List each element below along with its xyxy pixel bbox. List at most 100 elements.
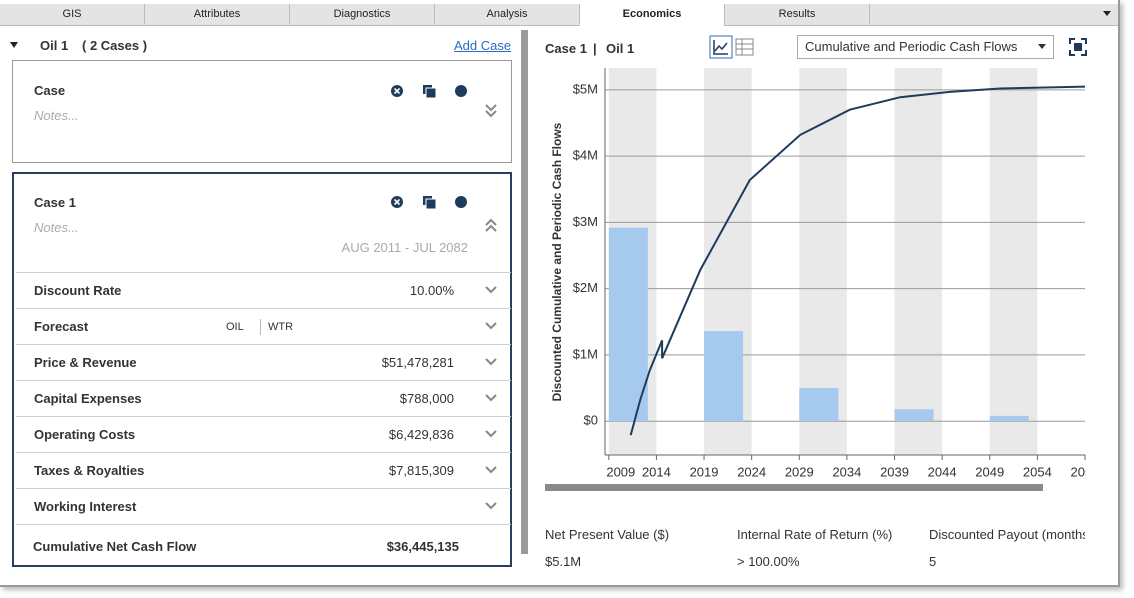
add-case-link[interactable]: Add Case bbox=[454, 38, 512, 53]
horizontal-scrollbar[interactable] bbox=[545, 484, 1043, 491]
row-value: $6,429,836 bbox=[388, 427, 454, 442]
x-tick-label: 2034 bbox=[832, 464, 861, 479]
y-axis-title: Discounted Cumulative and Periodic Cash … bbox=[550, 122, 564, 401]
x-tick-label: 2044 bbox=[928, 464, 957, 479]
chevron-shape bbox=[485, 430, 497, 438]
row-chevron[interactable] bbox=[484, 429, 498, 439]
y-tick-label: $2M bbox=[573, 280, 598, 295]
delete-icon[interactable] bbox=[391, 85, 403, 97]
table-view-button[interactable] bbox=[735, 38, 754, 56]
chart-view-button[interactable] bbox=[709, 35, 733, 59]
dropdown-arrow bbox=[1038, 44, 1046, 49]
y-tick-label: $3M bbox=[573, 214, 598, 229]
row-chevron[interactable] bbox=[484, 357, 498, 367]
cumulative-line bbox=[629, 85, 1086, 436]
case-notes[interactable]: Notes... bbox=[34, 108, 79, 123]
tab-bar: GIS Attributes Diagnostics Analysis Econ… bbox=[0, 4, 1118, 26]
chart: Discounted Cumulative and Periodic Cash … bbox=[550, 68, 1100, 479]
summary-label: Discounted Payout (months) bbox=[929, 527, 1085, 542]
summary: Net Present Value ($) $5.1M Internal Rate … bbox=[545, 525, 1085, 575]
chart-separator: | bbox=[593, 41, 597, 56]
collapse-arrow[interactable] bbox=[9, 41, 19, 49]
row-label: Capital Expenses bbox=[34, 391, 142, 406]
y-tick-label: $0 bbox=[584, 413, 598, 428]
x-tick-label: 2009 bbox=[606, 464, 635, 479]
case-row: Taxes & Royalties $7,815,309 bbox=[16, 452, 511, 489]
x-tick-label: 2039 bbox=[880, 464, 909, 479]
copy-icon[interactable] bbox=[423, 196, 437, 210]
stream-label: OIL bbox=[226, 321, 244, 333]
bar bbox=[799, 388, 839, 422]
case-row: Forecast OIL WTR bbox=[16, 308, 511, 345]
row-value: $788,000 bbox=[399, 391, 454, 406]
row-label: Taxes & Royalties bbox=[34, 463, 145, 478]
case-count: ( 2 Cases ) bbox=[82, 38, 148, 53]
chevron-shape bbox=[485, 286, 497, 294]
case-row: Price & Revenue $51,478,281 bbox=[16, 344, 511, 381]
bar bbox=[704, 331, 744, 422]
chevron-shape bbox=[485, 322, 497, 330]
row-label: Working Interest bbox=[34, 499, 137, 514]
expand-chevron[interactable] bbox=[484, 103, 498, 119]
copy-icon[interactable] bbox=[423, 85, 437, 99]
row-label: Price & Revenue bbox=[34, 355, 137, 370]
select-icon[interactable] bbox=[455, 85, 467, 97]
summary-label: Net Present Value ($) bbox=[545, 527, 670, 542]
row-value: 10.00% bbox=[409, 283, 454, 298]
x-band bbox=[894, 68, 943, 455]
row-value: $7,815,309 bbox=[388, 463, 454, 478]
chart-type-dropdown[interactable]: Cumulative and Periodic Cash Flows bbox=[797, 35, 1054, 59]
total-label: Cumulative Net Cash Flow bbox=[33, 539, 197, 554]
stream-label: WTR bbox=[268, 321, 294, 333]
well-name: Oil 1 bbox=[40, 38, 69, 53]
x-tick-label: 2059 bbox=[1071, 464, 1100, 479]
summary-value: $5.1M bbox=[545, 554, 582, 569]
plot-area: 2009 2014 2019 2024 2029 2034 2039 2044 2049 2054… bbox=[604, 68, 1100, 479]
collapse-chevron[interactable] bbox=[484, 217, 498, 233]
case-notes[interactable]: Notes... bbox=[34, 220, 79, 235]
tab[interactable]: Diagnostics bbox=[290, 4, 435, 24]
row-chevron[interactable] bbox=[484, 465, 498, 475]
tab[interactable]: Attributes bbox=[145, 4, 290, 24]
view-toggle bbox=[709, 35, 754, 59]
select-icon[interactable] bbox=[455, 196, 467, 208]
case-actions bbox=[391, 196, 467, 210]
chevron-shape bbox=[485, 466, 497, 474]
total-row: Cumulative Net Cash Flow $36,445,135 bbox=[16, 524, 511, 565]
tab[interactable]: Results bbox=[725, 4, 870, 24]
y-tick-label: $1M bbox=[573, 346, 598, 361]
delete-icon[interactable] bbox=[391, 196, 403, 208]
fullscreen-button[interactable] bbox=[1069, 38, 1087, 56]
row-value: $51,478,281 bbox=[381, 355, 454, 370]
summary-value: 5 bbox=[929, 554, 937, 569]
row-label: Forecast bbox=[34, 319, 89, 334]
case-row: Discount Rate 10.00% bbox=[16, 272, 511, 309]
summary-value: > 100.00% bbox=[737, 554, 800, 569]
x-tick-label: 2024 bbox=[737, 464, 766, 479]
row-chevron[interactable] bbox=[484, 501, 498, 511]
row-label: Operating Costs bbox=[34, 427, 136, 442]
row-chevron[interactable] bbox=[484, 321, 498, 331]
x-tick-label: 2014 bbox=[642, 464, 671, 479]
stream-separator bbox=[260, 319, 261, 335]
case-card-expanded[interactable]: Case 1 Notes... AUG 2011 - JUL 2082 Disc… bbox=[12, 172, 512, 567]
splitter[interactable] bbox=[521, 30, 528, 554]
row-chevron[interactable] bbox=[484, 285, 498, 295]
bar bbox=[894, 409, 934, 422]
chevron-shape bbox=[485, 358, 497, 366]
tab[interactable]: GIS bbox=[0, 4, 145, 24]
case-actions bbox=[391, 85, 467, 99]
chart-case: Case 1 bbox=[545, 41, 587, 56]
case-row: Operating Costs $6,429,836 bbox=[16, 416, 511, 453]
case-row: Working Interest bbox=[16, 488, 511, 525]
y-tick-label: $4M bbox=[573, 148, 598, 163]
row-chevron[interactable] bbox=[484, 393, 498, 403]
case-card[interactable]: Case Notes... bbox=[12, 60, 512, 163]
case-name: Case bbox=[34, 83, 66, 98]
x-tick-label: 2019 bbox=[690, 464, 719, 479]
tab-menu-arrow[interactable] bbox=[1102, 10, 1112, 18]
tab-active[interactable]: Economics bbox=[580, 4, 725, 26]
y-tick-label: $5M bbox=[573, 81, 598, 96]
tab[interactable]: Analysis bbox=[435, 4, 580, 24]
